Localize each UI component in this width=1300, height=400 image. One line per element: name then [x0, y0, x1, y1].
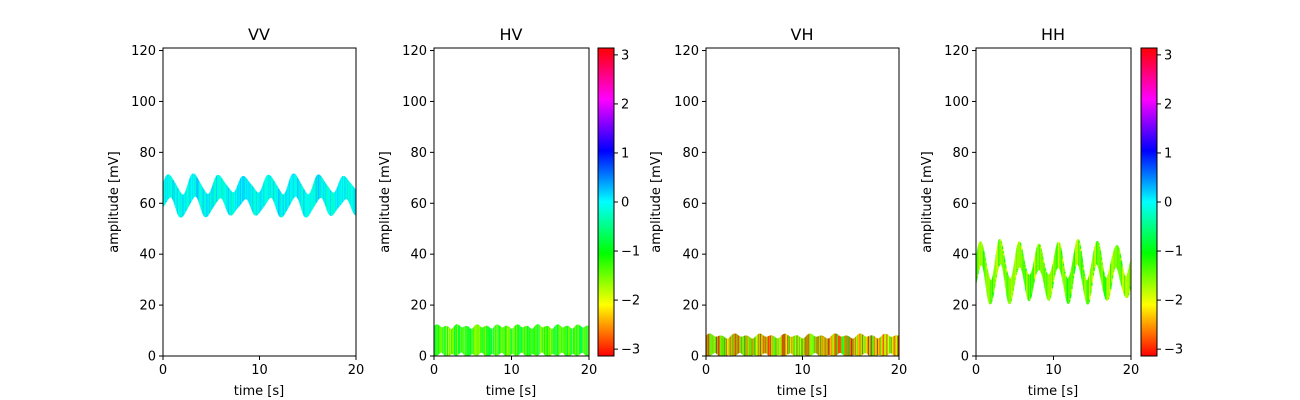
y-axis-label: amplitude [mV] — [378, 151, 393, 253]
panel-vv: VV 0 20 40 60 80 100 120 0 10 20 time [s] amplit… — [107, 25, 364, 399]
y-tick-label: 40 — [952, 248, 969, 263]
y-tick-label: 0 — [961, 350, 969, 365]
x-axis-ticks: 0 10 20 — [702, 356, 907, 378]
y-tick-label: 100 — [674, 95, 699, 110]
y-tick-label: 80 — [682, 146, 699, 161]
colorbar-ticks: 3 2 1 0 −1 −2 −3 — [1157, 48, 1183, 358]
colorbar-tick-label: −3 — [1164, 343, 1183, 358]
y-tick-label: 20 — [952, 299, 969, 314]
y-tick-label: 0 — [148, 350, 156, 365]
colorbar-tick-label: 3 — [1164, 48, 1172, 63]
y-tick-label: 80 — [952, 146, 969, 161]
y-tick-label: 120 — [402, 44, 427, 59]
axes-frame — [975, 47, 1132, 357]
x-tick-label: 10 — [503, 363, 520, 378]
y-tick-label: 20 — [410, 299, 427, 314]
y-axis-ticks: 0 20 40 60 80 100 120 — [131, 44, 163, 365]
x-tick-label: 0 — [972, 363, 980, 378]
axes-frame — [433, 47, 590, 357]
y-tick-label: 20 — [139, 299, 156, 314]
x-axis-ticks: 0 10 20 — [430, 356, 597, 378]
y-tick-label: 60 — [682, 197, 699, 212]
y-tick-label: 60 — [139, 197, 156, 212]
y-tick-label: 120 — [944, 44, 969, 59]
x-tick-label: 20 — [581, 363, 598, 378]
y-tick-label: 100 — [944, 95, 969, 110]
y-tick-label: 40 — [682, 248, 699, 263]
y-tick-label: 80 — [410, 146, 427, 161]
y-axis-label: amplitude [mV] — [649, 151, 664, 253]
x-tick-label: 10 — [1045, 363, 1062, 378]
colorbar-tick-label: −1 — [621, 245, 640, 260]
x-axis-label: time [s] — [486, 384, 536, 399]
x-tick-label: 0 — [159, 363, 167, 378]
y-axis-label: amplitude [mV] — [107, 151, 122, 253]
colorbar-tick-label: −3 — [621, 343, 640, 358]
y-tick-label: 120 — [674, 44, 699, 59]
y-tick-label: 20 — [682, 299, 699, 314]
y-axis-ticks: 0 20 40 60 80 100 120 — [402, 44, 434, 365]
plot-area — [976, 239, 1131, 305]
colorbar: 3 2 1 0 −1 −2 −3 — [597, 47, 640, 358]
x-tick-label: 20 — [1123, 363, 1140, 378]
plot-area — [163, 173, 356, 218]
x-axis-label: time [s] — [777, 384, 827, 399]
colorbar-tick-label: −1 — [1164, 245, 1183, 260]
x-tick-label: 0 — [702, 363, 710, 378]
panel-title: HV — [500, 25, 523, 44]
panel-title: HH — [1041, 25, 1065, 44]
y-tick-label: 0 — [419, 350, 427, 365]
panel-vh: VH 0 20 40 60 80 100 120 0 10 20 time [s] amplit… — [649, 25, 907, 399]
plot-area — [706, 333, 899, 356]
colorbar-tick-label: 3 — [621, 48, 629, 63]
y-axis-ticks: 0 20 40 60 80 100 120 — [944, 44, 976, 365]
colorbar-tick-label: 0 — [621, 196, 629, 211]
plot-area — [434, 324, 589, 356]
y-tick-label: 120 — [131, 44, 156, 59]
colorbar-tick-label: 0 — [1164, 196, 1172, 211]
panel-title: VH — [791, 25, 814, 44]
y-tick-label: 60 — [410, 197, 427, 212]
axes-frame — [705, 47, 900, 357]
y-tick-label: 100 — [131, 95, 156, 110]
x-tick-label: 10 — [794, 363, 811, 378]
x-tick-label: 0 — [430, 363, 438, 378]
x-axis-ticks: 0 10 20 — [159, 356, 364, 378]
x-tick-label: 20 — [348, 363, 365, 378]
y-tick-label: 40 — [139, 248, 156, 263]
colorbar-gradient — [597, 47, 615, 357]
y-axis-label: amplitude [mV] — [920, 151, 935, 253]
colorbar-tick-label: 2 — [621, 97, 629, 112]
colorbar-tick-label: 1 — [1164, 146, 1172, 161]
colorbar-tick-label: −2 — [1164, 294, 1183, 309]
colorbar-tick-label: 1 — [621, 146, 629, 161]
colorbar-ticks: 3 2 1 0 −1 −2 −3 — [614, 48, 640, 358]
y-tick-label: 80 — [139, 146, 156, 161]
x-axis-label: time [s] — [1028, 384, 1078, 399]
colorbar-gradient — [1140, 47, 1158, 357]
y-tick-label: 60 — [952, 197, 969, 212]
colorbar-tick-label: 2 — [1164, 97, 1172, 112]
x-tick-label: 20 — [891, 363, 908, 378]
y-axis-ticks: 0 20 40 60 80 100 120 — [674, 44, 706, 365]
colorbar-tick-label: −2 — [621, 294, 640, 309]
x-axis-ticks: 0 10 20 — [972, 356, 1139, 378]
colorbar: 3 2 1 0 −1 −2 −3 — [1140, 47, 1183, 358]
x-axis-label: time [s] — [234, 384, 284, 399]
y-tick-label: 100 — [402, 95, 427, 110]
y-tick-label: 0 — [691, 350, 699, 365]
x-tick-label: 10 — [251, 363, 268, 378]
panel-title: VV — [248, 25, 270, 44]
y-tick-label: 40 — [410, 248, 427, 263]
